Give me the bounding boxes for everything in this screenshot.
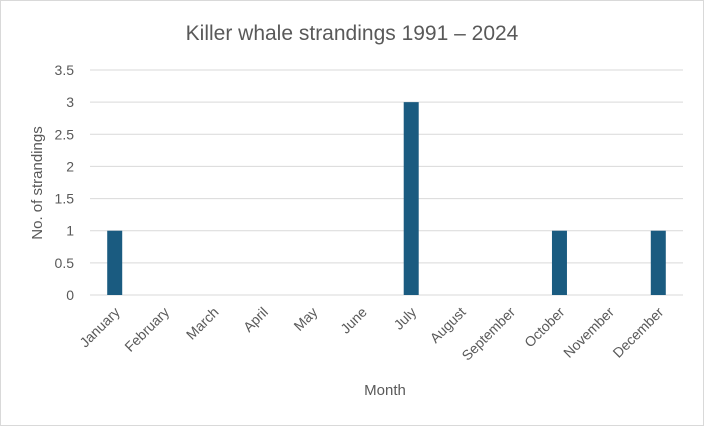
- y-tick-labels: 0 0.5 1 1.5 2 2.5 3 3.5: [55, 62, 75, 303]
- y-tick-label: 0: [66, 287, 74, 303]
- bar-october: [551, 230, 567, 295]
- x-tick-label: May: [290, 304, 320, 334]
- bar-january: [107, 230, 123, 295]
- gridlines: [90, 69, 683, 296]
- bar-july: [403, 102, 419, 296]
- x-tick-label: September: [458, 304, 518, 364]
- x-tick-label: October: [521, 304, 568, 351]
- x-tick-label: January: [76, 304, 123, 351]
- x-tick-label: March: [183, 304, 222, 343]
- bars: [107, 102, 666, 296]
- x-tick-label: April: [240, 304, 271, 335]
- x-axis-title: Month: [364, 382, 406, 399]
- y-tick-label: 1: [66, 223, 74, 239]
- chart-title: Killer whale strandings 1991 – 2024: [186, 22, 519, 45]
- x-tick-label: November: [560, 304, 617, 361]
- x-tick-label: February: [121, 304, 172, 355]
- y-tick-label: 1.5: [55, 191, 75, 207]
- x-tick-label: July: [390, 304, 419, 333]
- x-tick-label: December: [609, 304, 666, 361]
- y-tick-label: 2: [66, 158, 74, 174]
- y-tick-label: 0.5: [55, 255, 75, 271]
- bar-december: [650, 230, 666, 295]
- y-tick-label: 2.5: [55, 126, 75, 142]
- y-tick-label: 3: [66, 94, 74, 110]
- x-tick-label: August: [427, 304, 469, 346]
- y-axis-title: No. of strandings: [29, 126, 46, 239]
- x-tick-label: June: [337, 304, 370, 337]
- y-tick-label: 3.5: [55, 62, 75, 78]
